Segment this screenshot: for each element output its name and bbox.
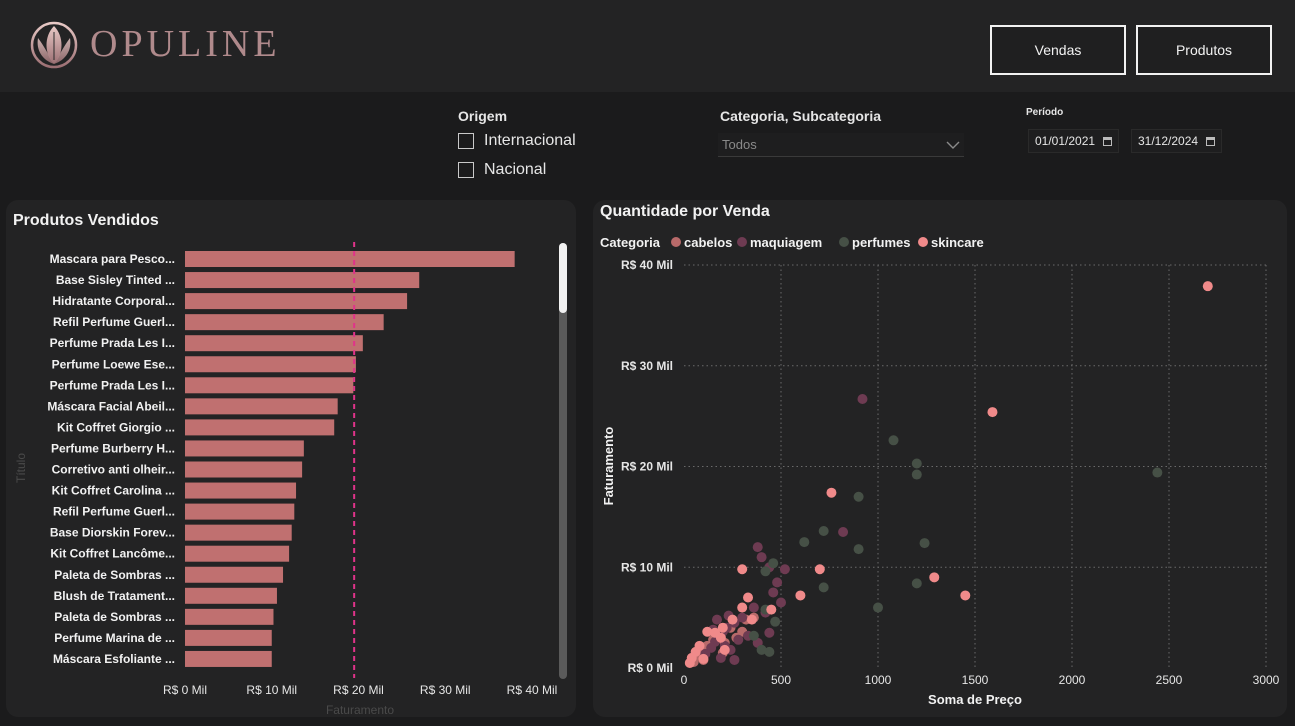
categoria-dropdown-value: Todos <box>722 137 757 152</box>
produtos-vendidos-panel <box>6 200 576 717</box>
origem-option-nacional[interactable]: Nacional <box>458 161 546 179</box>
produtos-vendidos-title: Produtos Vendidos <box>13 212 159 229</box>
origem-option-label: Internacional <box>484 132 576 149</box>
scrollbar-thumb[interactable] <box>559 243 567 313</box>
calendar-icon[interactable] <box>1103 136 1113 146</box>
produtos-nav-button[interactable]: Produtos <box>1136 25 1272 75</box>
quantidade-por-venda-title: Quantidade por Venda <box>600 203 770 220</box>
start-date-value: 01/01/2021 <box>1035 134 1096 148</box>
categoria-filter-title: Categoria, Subcategoria <box>720 108 882 124</box>
lotus-logo-icon <box>30 21 78 69</box>
periodo-filter-title: Período <box>1026 107 1064 118</box>
checkbox-icon[interactable] <box>458 162 474 178</box>
bar-chart-scrollbar[interactable] <box>559 243 567 679</box>
calendar-icon[interactable] <box>1206 136 1216 146</box>
categoria-dropdown[interactable]: Todos <box>718 133 964 157</box>
vendas-nav-button[interactable]: Vendas <box>990 25 1126 75</box>
chevron-down-icon <box>946 141 960 149</box>
brand-logo-text: OPULINE <box>90 23 281 65</box>
checkbox-icon[interactable] <box>458 133 474 149</box>
quantidade-por-venda-panel <box>593 200 1287 717</box>
end-date-value: 31/12/2024 <box>1138 134 1199 148</box>
start-date-input[interactable]: 01/01/2021 <box>1028 129 1120 153</box>
origem-option-label: Nacional <box>484 161 547 178</box>
end-date-input[interactable]: 31/12/2024 <box>1131 129 1223 153</box>
origem-filter-title: Origem <box>458 108 508 124</box>
origem-option-internacional[interactable]: Internacional <box>458 132 576 150</box>
